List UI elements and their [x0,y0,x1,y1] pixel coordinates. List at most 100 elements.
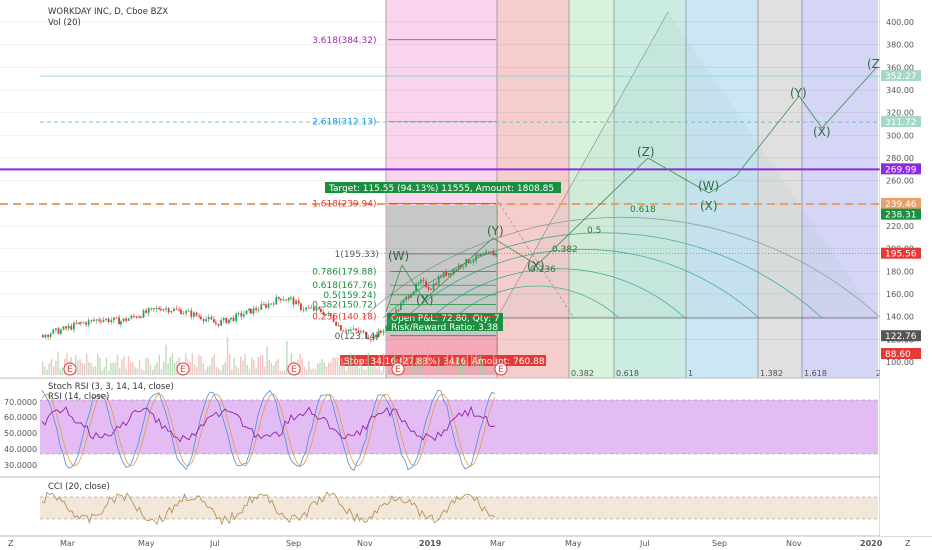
rsi-line [41,405,496,443]
candle-body [357,330,360,333]
cci-title: CCI (20, close) [48,482,110,492]
volume-bar [402,353,405,375]
rsi-left-tick: 70.0000 [4,398,37,407]
earnings-marker-icon[interactable] [287,362,301,376]
volume-bar [112,362,114,375]
candle-body [380,330,382,333]
volume-bar [257,357,259,375]
candle-body [170,311,173,313]
candle-body [327,313,330,315]
earnings-marker-icon[interactable] [176,362,190,376]
candle-body [495,253,497,256]
candle-body [313,307,315,311]
volume-bar [134,366,136,375]
volume-bar [409,366,411,375]
stoch-rsi-pane[interactable]: 70.000060.000050.000040.000030.0000100.0… [4,378,924,474]
volume-bar [165,344,167,375]
volume-bar [449,361,451,375]
price-axis-bg [880,0,932,536]
volume-bar [163,362,165,375]
candle-body [78,322,80,324]
time-tick: May [565,539,582,548]
fib-time-label: 1.618 [804,369,827,378]
candle-body [230,317,232,320]
candle-body [447,273,450,276]
volume-bar [132,362,134,375]
volume-bar [389,369,391,375]
candle-body [122,318,125,322]
candle-body [232,317,235,321]
candle-body [225,317,228,324]
earnings-marker-label: E [395,365,401,375]
candle-body [302,309,305,311]
earnings-marker-icon[interactable] [63,362,77,376]
volume-bar [361,360,363,375]
volume-bar [385,366,387,375]
volume-bar [356,363,358,375]
price-axis[interactable]: 400.00 380.00 360.00 340.00 320.00 300.00 280.… [880,0,932,536]
cci-pane[interactable]: 200.00000.0000-200.0000 [40,484,927,528]
candle-body [125,318,127,321]
volume-bar [442,369,444,375]
candle-body [67,325,70,329]
horizontal-lines[interactable] [0,75,880,255]
volume-bar [306,369,308,375]
volume-bar [169,356,171,375]
fib-level-label: 0.618(167.76) [312,281,376,291]
volume-bar [427,338,429,375]
earnings-marker-icon[interactable] [494,362,508,376]
fan-line [496,199,575,319]
volume-bar [268,359,270,375]
candle-body [153,308,155,310]
price-badge [881,116,921,128]
candle-body [345,330,347,332]
volume-bar [121,359,123,375]
volume-bar [339,365,341,375]
candle-body [57,328,60,334]
volume-bar [154,365,156,375]
volume-bar [471,353,473,375]
elliott-waves[interactable]: (W)(X)(Y)(X)(Z)(W)(X)(Y)(X)(Z) [385,57,885,313]
time-axis[interactable]: Mar May Jul Sep Nov 2019 Mar May Jul Sep Nov 2020 [60,539,883,548]
earnings-marker-icon[interactable] [391,362,405,376]
price-badge [881,197,921,209]
candle-body [100,320,102,322]
candle-body [462,266,465,268]
candle-body [460,265,462,268]
volume-bar [477,356,479,375]
candle-body [350,329,352,331]
volume-bar [383,353,385,375]
volume-bar [317,363,319,375]
fib-time-zone [569,0,614,378]
volume-bar [347,358,350,375]
candle-body [430,288,432,290]
timezone-icon[interactable]: Z [905,539,911,548]
volume-bar [207,366,209,375]
candle-body [287,297,290,300]
fib-time-label: 1.382 [760,369,783,378]
volume-bar [365,369,367,375]
volume-bar [94,366,97,375]
timezone-icon[interactable]: Z [8,539,14,548]
fib-extension-levels[interactable]: 3.618(384.32) 2.618(312.13) 1.618(239.94) 1… [312,36,496,342]
candle-body [255,308,257,311]
candle-body [310,307,313,309]
volume-bar [138,359,141,375]
volume-bar [229,353,231,375]
candle-body [82,322,85,324]
candle-body [335,321,337,326]
volume-bar [411,353,413,375]
candle-body [198,315,200,317]
price-tick: 100.00 [886,358,914,367]
volume-bar [440,367,442,375]
rsi-left-tick: 40.0000 [4,445,37,454]
volume-bar [405,367,407,375]
rsi-title: RSI (14, close) [48,392,109,402]
candle-body [442,271,445,278]
candle-body [315,307,318,311]
volume-bar [429,362,431,375]
candle-body [248,308,250,311]
candle-body [180,309,182,315]
